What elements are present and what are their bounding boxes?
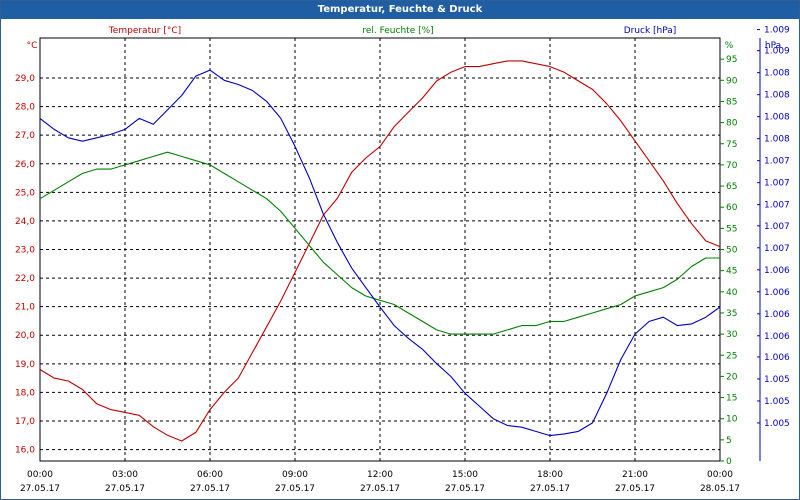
- pressure-tick-label: 1.007: [764, 201, 790, 211]
- x-tick-time: 00:00: [27, 470, 53, 480]
- pressure-tick-label: 1.007: [764, 157, 790, 167]
- temperature-tick-label: 25,0: [15, 188, 35, 198]
- x-tick-time: 21:00: [622, 470, 648, 480]
- pressure-tick-label: 1.007: [764, 179, 790, 189]
- humidity-tick-label: 60: [726, 203, 738, 213]
- humidity-tick-label: 80: [726, 119, 738, 129]
- humidity-tick-label: 65: [726, 182, 737, 192]
- humidity-tick-label: 45: [726, 267, 737, 277]
- pressure-tick-label: 1.008: [764, 113, 790, 123]
- pressure-tick-label: 1.005: [764, 419, 790, 429]
- humidity-tick-label: 90: [726, 76, 738, 86]
- x-tick-time: 15:00: [452, 470, 478, 480]
- pressure-tick-label: 1.006: [764, 332, 790, 342]
- temperature-tick-label: 26,0: [15, 160, 35, 170]
- humidity-tick-label: 40: [726, 288, 738, 298]
- humidity-tick-label: 20: [726, 372, 738, 382]
- pressure-tick-label: 1.006: [764, 288, 790, 298]
- x-tick-time: 03:00: [112, 470, 138, 480]
- pressure-series-line: [39, 69, 721, 437]
- temperature-tick-label: 29,0: [15, 74, 35, 84]
- pressure-tick-label: 1.006: [764, 266, 790, 276]
- x-tick-time: 18:00: [537, 470, 563, 480]
- x-tick-date: 27.05.17: [105, 484, 145, 494]
- temperature-tick-label: 24,0: [15, 217, 35, 227]
- temperature-tick-label: 17,0: [15, 417, 35, 427]
- humidity-tick-label: 75: [726, 140, 737, 150]
- x-tick-date: 28.05.17: [700, 484, 740, 494]
- pressure-tick-label: 1.007: [764, 222, 790, 232]
- temperature-unit: °C: [27, 41, 38, 51]
- x-tick-date: 27.05.17: [445, 484, 485, 494]
- humidity-tick-label: 85: [726, 97, 737, 107]
- humidity-tick-label: 30: [726, 330, 738, 340]
- x-tick-time: 00:00: [707, 470, 733, 480]
- temperature-series-line: [39, 60, 721, 442]
- x-tick-date: 27.05.17: [615, 484, 655, 494]
- pressure-tick-label: 1.006: [764, 353, 790, 363]
- temperature-tick-label: 19,0: [15, 360, 35, 370]
- humidity-series-line: [39, 151, 720, 335]
- pressure-tick-label: 1.007: [764, 244, 790, 254]
- humidity-tick-label: 95: [726, 55, 737, 65]
- pressure-tick-label: 1.008: [764, 135, 790, 145]
- pressure-tick-label: 1.008: [764, 69, 790, 79]
- pressure-axis-label: Druck [hPa]: [624, 26, 677, 36]
- temperature-tick-label: 18,0: [15, 388, 35, 398]
- humidity-tick-label: 0: [726, 457, 732, 467]
- humidity-tick-label: 5: [726, 436, 732, 446]
- temperature-tick-label: 22,0: [15, 274, 35, 284]
- pressure-tick-label: 1.009: [764, 47, 790, 57]
- x-tick-date: 27.05.17: [190, 484, 230, 494]
- humidity-tick-label: 55: [726, 224, 737, 234]
- pressure-tick-label: 1.005: [764, 397, 790, 407]
- x-tick-date: 27.05.17: [360, 484, 400, 494]
- pressure-tick-label: 1.005: [764, 375, 790, 385]
- humidity-tick-label: 35: [726, 309, 737, 319]
- pressure-unit: hPa: [765, 41, 781, 51]
- x-tick-date: 27.05.17: [530, 484, 570, 494]
- x-tick-date: 27.05.17: [20, 484, 60, 494]
- humidity-tick-label: 15: [726, 394, 737, 404]
- temperature-tick-label: 27,0: [15, 131, 35, 141]
- x-tick-time: 06:00: [197, 470, 223, 480]
- temperature-tick-label: 28,0: [15, 103, 35, 113]
- pressure-tick-label: 1.008: [764, 91, 790, 101]
- pressure-tick-label: 1.006: [764, 310, 790, 320]
- pressure-tick-label: 1.009: [764, 26, 790, 36]
- humidity-axis-label: rel. Feuchte [%]: [362, 26, 433, 36]
- x-tick-time: 12:00: [367, 470, 393, 480]
- x-tick-time: 09:00: [282, 470, 308, 480]
- temperature-tick-label: 21,0: [15, 303, 35, 313]
- humidity-tick-label: 50: [726, 246, 738, 256]
- humidity-tick-label: 25: [726, 351, 737, 361]
- humidity-unit: %: [725, 41, 734, 51]
- temperature-tick-label: 16,0: [15, 446, 35, 456]
- temperature-tick-label: 23,0: [15, 246, 35, 256]
- temperature-tick-label: 20,0: [15, 331, 35, 341]
- window-title: Temperatur, Feuchte & Druck: [1, 1, 799, 19]
- humidity-tick-label: 70: [726, 161, 738, 171]
- x-tick-date: 27.05.17: [275, 484, 315, 494]
- temperature-axis-label: Temperatur [°C]: [108, 26, 181, 36]
- humidity-tick-label: 10: [726, 415, 738, 425]
